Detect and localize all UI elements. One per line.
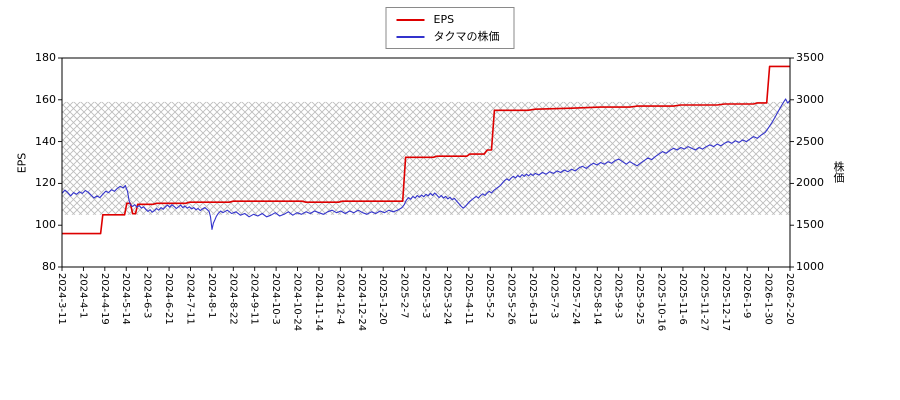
right-axis-tick-label: 3000 <box>796 92 824 106</box>
x-axis-tick-label: 2024-4-1 <box>77 273 89 319</box>
x-axis-tick-label: 2025-11-6 <box>676 273 688 325</box>
right-axis-tick-label: 1500 <box>796 218 824 232</box>
left-axis-tick-label: 100 <box>35 218 56 232</box>
legend-item: タクマの株価 <box>396 30 500 43</box>
x-axis-tick-label: 2026-1-30 <box>762 273 774 325</box>
x-axis-tick-label: 2025-1-20 <box>377 273 389 325</box>
x-axis-tick-label: 2025-8-14 <box>591 273 603 325</box>
legend-label: EPS <box>433 13 455 26</box>
x-axis-tick-label: 2025-7-3 <box>548 273 560 319</box>
x-axis-tick-label: 2025-5-2 <box>484 273 496 319</box>
legend: EPS タクマの株価 <box>385 7 515 49</box>
x-axis-tick-label: 2025-7-24 <box>569 273 581 325</box>
legend-line-sample <box>396 18 425 21</box>
x-axis-tick-label: 2024-10-24 <box>291 273 303 332</box>
right-axis-tick-label: 2000 <box>796 176 824 190</box>
legend-item: EPS <box>396 13 500 26</box>
x-axis-tick-label: 2024-9-11 <box>248 273 260 325</box>
stock-price-line <box>61 98 791 230</box>
right-axis-title: 株価 <box>832 161 845 183</box>
x-axis-tick-label: 2024-8-1 <box>205 273 217 319</box>
x-axis-tick-label: 2025-9-25 <box>634 273 646 325</box>
x-axis-tick-label: 2024-6-3 <box>141 273 153 319</box>
x-axis-tick-label: 2025-5-26 <box>505 273 517 325</box>
x-axis-tick-label: 2025-11-27 <box>698 273 710 332</box>
valuation-band <box>62 101 790 215</box>
x-axis-tick-label: 2026-2-20 <box>784 273 795 325</box>
x-axis-tick-label: 2025-10-16 <box>655 273 667 332</box>
x-axis-tick-label: 2024-12-4 <box>334 273 346 325</box>
x-axis-tick-label: 2024-7-11 <box>184 273 196 325</box>
x-axis-tick-label: 2024-12-24 <box>355 273 367 332</box>
x-axis-tick-label: 2024-3-11 <box>56 273 67 325</box>
left-axis-tick-label: 140 <box>35 134 56 148</box>
x-axis-tick-label: 2024-6-21 <box>163 273 175 325</box>
x-axis-tick-label: 2025-2-7 <box>398 273 410 319</box>
right-axis-tick-label: 2500 <box>796 134 824 148</box>
x-axis-tick-label: 2024-5-14 <box>120 273 132 325</box>
x-axis-tick-label: 2025-4-11 <box>462 273 474 325</box>
left-axis-tick-label: 80 <box>42 260 56 273</box>
x-axis-tick-label: 2025-3-3 <box>420 273 431 319</box>
eps-line <box>62 65 790 235</box>
x-axis-tick-label: 2026-1-9 <box>741 273 753 319</box>
x-axis-tick-label: 2025-6-13 <box>527 273 539 325</box>
x-axis-tick-label: 2024-4-19 <box>98 273 110 325</box>
left-axis-tick-label: 160 <box>35 92 56 106</box>
x-axis-tick-label: 2025-12-17 <box>719 273 731 332</box>
x-axis-tick-label: 2025-9-3 <box>612 273 624 319</box>
right-axis-tick-label: 1000 <box>796 260 824 273</box>
x-axis-tick-label: 2024-8-22 <box>227 273 239 325</box>
left-axis-tick-label: 180 <box>35 51 56 64</box>
left-axis-tick-label: 120 <box>35 176 56 190</box>
x-axis-tick-label: 2024-10-3 <box>270 273 282 325</box>
x-axis-tick-label: 2024-11-14 <box>312 273 324 332</box>
right-axis-tick-label: 3500 <box>796 51 824 64</box>
legend-line-sample <box>396 35 425 38</box>
legend-label: タクマの株価 <box>433 30 500 43</box>
x-axis-tick-label: 2025-3-24 <box>441 273 453 325</box>
